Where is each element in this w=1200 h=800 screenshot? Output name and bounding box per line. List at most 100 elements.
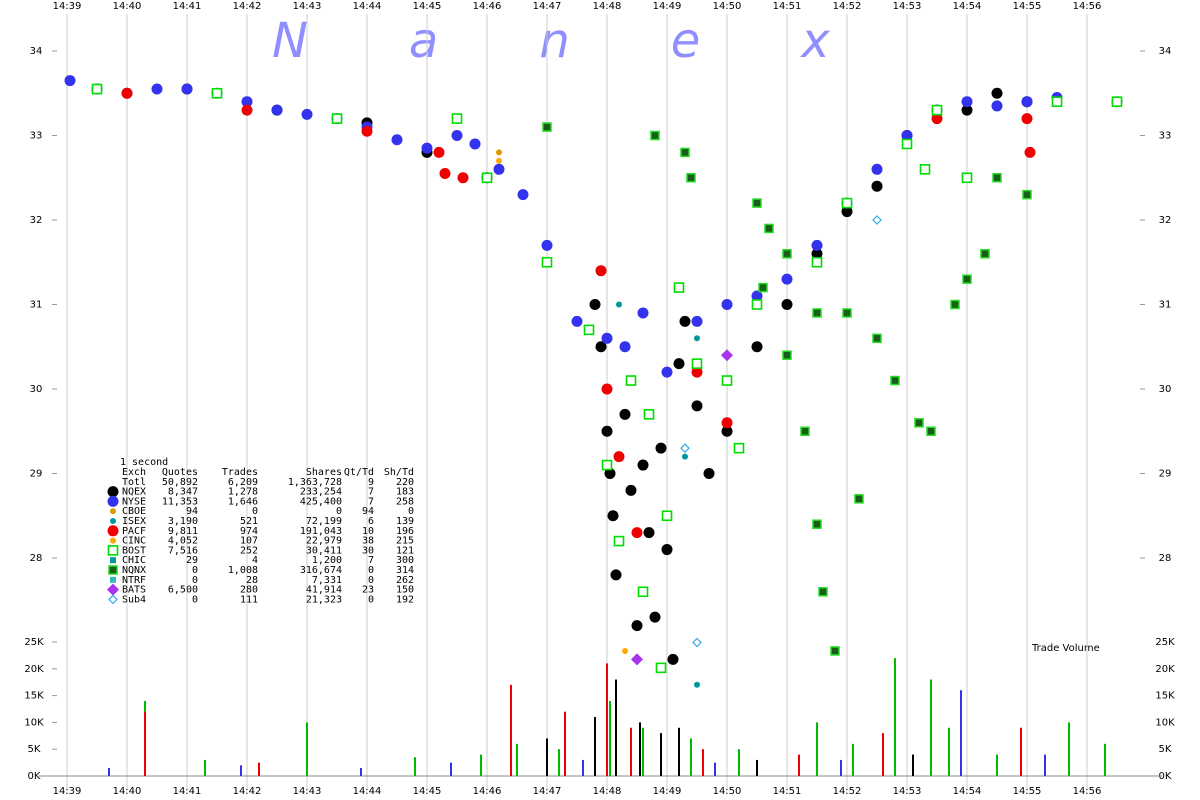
x-tick-label: 14:40 — [113, 786, 142, 797]
volume-bar — [582, 759, 584, 776]
point — [733, 442, 745, 454]
legend-cell: 22,979 — [306, 536, 342, 547]
point — [811, 256, 823, 268]
point — [610, 569, 622, 581]
legend-cell: 316,674 — [300, 565, 342, 576]
legend-cell: 1,008 — [228, 565, 258, 576]
legend-cell: 121 — [396, 545, 414, 556]
legend-header: Shares — [306, 467, 342, 478]
y-tick-label: 34 — [30, 46, 43, 57]
x-tick-label: 14:56 — [1073, 786, 1102, 797]
point — [752, 198, 762, 208]
y-tick-label: 5K — [28, 744, 41, 755]
point — [841, 206, 853, 218]
point — [872, 215, 882, 225]
legend-header: Sh/Td — [384, 467, 414, 478]
point — [758, 282, 768, 293]
legend-cell: 38 — [362, 536, 374, 547]
volume-bar — [204, 759, 206, 776]
legend-name: Sub4 — [122, 594, 146, 605]
volume-bar — [609, 700, 611, 776]
point — [931, 104, 943, 116]
legend-cell: 0 — [192, 565, 198, 576]
point — [469, 138, 481, 150]
point — [542, 122, 552, 132]
point — [691, 400, 703, 412]
legend-cell: 0 — [252, 506, 258, 517]
y-tick-label: 30 — [1159, 384, 1172, 395]
legend-name: CHIC — [122, 555, 146, 566]
volume-bar — [108, 767, 110, 776]
volume-bar — [258, 762, 260, 776]
point — [421, 142, 433, 154]
point — [1051, 96, 1063, 107]
y-tick-label: 29 — [1159, 469, 1172, 480]
legend-cell: 30,411 — [306, 545, 342, 556]
x-tick-label: 14:45 — [413, 1, 442, 12]
legend-marker — [110, 508, 116, 515]
point — [361, 125, 373, 137]
y-tick-label: 25K — [1155, 637, 1175, 648]
point — [691, 366, 703, 378]
point — [818, 587, 828, 597]
legend-header: Trades — [222, 467, 258, 478]
point — [496, 157, 502, 164]
point — [691, 315, 703, 327]
x-tick-label: 14:49 — [653, 1, 682, 12]
volume-bar — [882, 733, 884, 776]
point — [541, 256, 553, 268]
x-tick-label: 14:44 — [353, 786, 382, 797]
point — [694, 681, 700, 688]
legend-marker — [110, 576, 116, 583]
legend-cell: 6,209 — [228, 477, 258, 488]
legend-cell: 252 — [240, 545, 258, 556]
legend-cell: 9,811 — [168, 526, 198, 537]
point — [613, 451, 625, 463]
volume-bar — [546, 738, 548, 776]
point — [481, 172, 493, 184]
watermark: Nanex — [272, 13, 931, 69]
legend-cell: 425,400 — [300, 496, 342, 507]
volume-bar — [516, 743, 518, 776]
legend-name: BATS — [122, 585, 146, 596]
point — [637, 307, 649, 319]
legend-name: NQNX — [122, 565, 146, 576]
point — [721, 425, 733, 437]
point — [854, 494, 864, 504]
y-tick-label: 32 — [1159, 215, 1172, 226]
legend-cell: 0 — [408, 506, 414, 517]
x-tick-label: 14:43 — [293, 786, 322, 797]
point — [571, 315, 583, 327]
x-tick-label: 14:42 — [233, 1, 262, 12]
x-tick-label: 14:56 — [1073, 1, 1102, 12]
point — [991, 87, 1003, 99]
legend-cell: 7 — [368, 487, 374, 498]
volume-bar — [678, 727, 680, 776]
point — [890, 375, 900, 386]
x-tick-label: 14:54 — [953, 786, 982, 797]
legend-cell: 7,516 — [168, 545, 198, 556]
legend-name: CINC — [122, 536, 146, 547]
point — [616, 301, 622, 308]
volume-bar — [852, 743, 854, 776]
point — [871, 163, 883, 175]
point — [841, 197, 853, 209]
point — [992, 173, 1002, 183]
point — [830, 646, 840, 656]
y-tick-label: 34 — [1159, 46, 1172, 57]
point — [625, 375, 637, 386]
point — [673, 282, 685, 293]
point — [1022, 189, 1032, 200]
point — [680, 443, 690, 453]
volume-bar — [816, 722, 818, 776]
point — [604, 468, 616, 479]
volume-bar — [756, 759, 758, 776]
legend-cell: 10 — [362, 526, 374, 537]
volume-bar — [606, 663, 608, 776]
point — [812, 308, 822, 318]
legend-cell: 30 — [362, 545, 374, 556]
legend-cell: 7 — [368, 555, 374, 566]
x-tick-label: 14:45 — [413, 786, 442, 797]
point — [1021, 96, 1033, 108]
